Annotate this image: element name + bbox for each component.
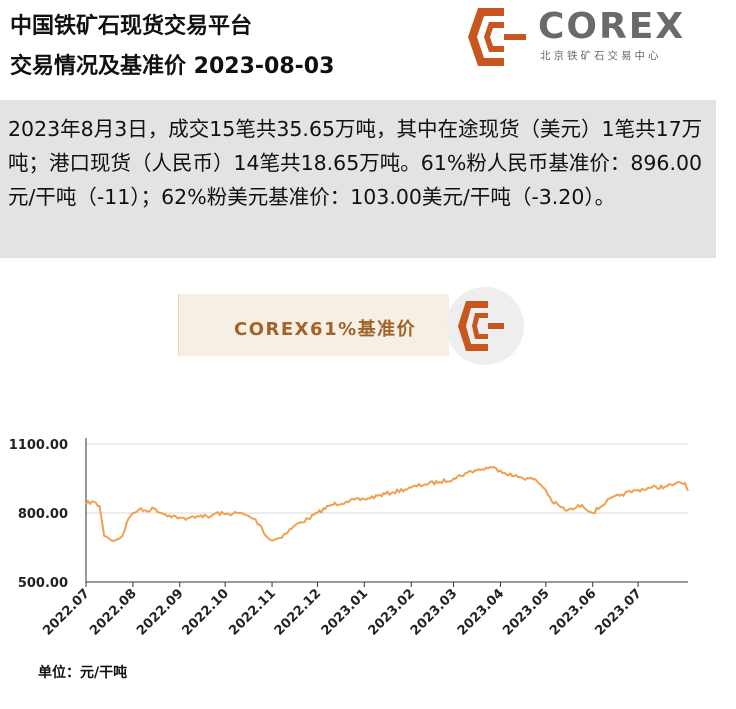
brand-name: COREX	[538, 6, 686, 47]
x-tick-label: 2023.05	[500, 586, 552, 638]
x-tick-label: 2022.12	[272, 586, 324, 638]
y-tick-label: 1100.00	[9, 438, 68, 453]
summary-panel: 2023年8月3日，成交15笔共35.65万吨，其中在途现货（美元）1笔共17万…	[0, 100, 716, 258]
x-tick-label: 2022.07	[40, 586, 92, 638]
corex-logo-icon	[468, 6, 530, 68]
unit-label: 单位：元/干吨	[38, 665, 128, 681]
series-line	[85, 466, 689, 542]
x-tick-label: 2023.03	[408, 586, 460, 638]
x-tick-label: 2022.08	[87, 586, 139, 638]
x-tick-label: 2023.06	[547, 586, 599, 638]
x-tick-label: 2023.07	[592, 586, 644, 638]
x-tick-label: 2022.10	[180, 586, 232, 638]
price-line-chart: 500.00 800.00 1100.00 2022.072022.082022.09…	[9, 438, 689, 639]
x-tick-label: 2022.11	[226, 586, 278, 638]
chart-banner: COREX61%基准价	[178, 286, 528, 366]
brand-header: COREX 北京铁矿石交易中心	[460, 6, 730, 68]
x-tick-label: 2023.04	[455, 586, 507, 638]
page-subtitle-date: 交易情况及基准价 2023-08-03	[10, 54, 335, 79]
corex-banner-logo-icon	[446, 287, 524, 365]
y-tick-label: 500.00	[18, 576, 68, 591]
page-title: 中国铁矿石现货交易平台	[10, 14, 253, 39]
x-tick-label: 2022.09	[134, 586, 186, 638]
banner-label: COREX61%基准价	[234, 319, 417, 340]
x-tick-label: 2023.01	[319, 586, 371, 638]
brand-subtitle: 北京铁矿石交易中心	[540, 50, 662, 62]
y-tick-label: 800.00	[18, 507, 68, 522]
banner-box	[178, 294, 449, 356]
